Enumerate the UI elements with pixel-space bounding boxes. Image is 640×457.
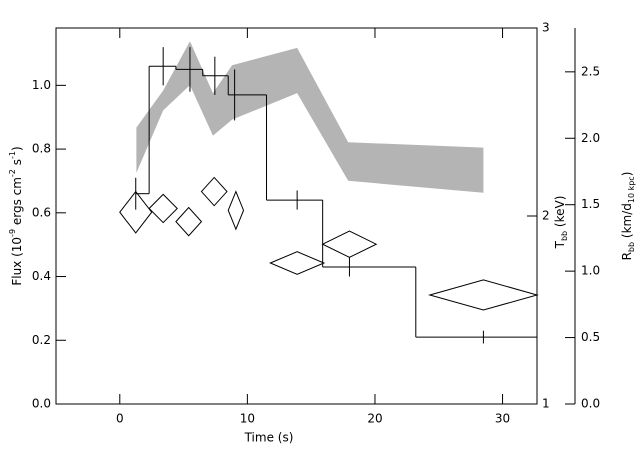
label-part: (keV): [553, 196, 567, 231]
temperature-diamond: [148, 193, 178, 224]
label-part: ): [620, 172, 634, 177]
temperature-diamond: [227, 190, 245, 231]
temperature-diamond: [427, 279, 539, 311]
y-tick-label: 0.8: [32, 142, 51, 156]
temperature-diamond: [119, 190, 153, 234]
x-tick-label: 20: [367, 412, 382, 426]
x-axis-label: Time (s): [244, 431, 294, 445]
x-tick-label: 10: [240, 412, 255, 426]
y2-tick-label: 2: [542, 209, 550, 223]
y-tick-label: 0.2: [32, 333, 51, 347]
y-tick-label: 1.0: [32, 78, 51, 92]
temperature-diamond: [269, 251, 326, 275]
label-part: Flux (10: [10, 237, 24, 286]
y2-tick-label: 1: [542, 397, 550, 411]
label-part: (km/d: [620, 203, 634, 242]
y3-tick-label: 0.0: [581, 397, 600, 411]
label-part: s: [10, 159, 24, 169]
label-part: R: [620, 252, 634, 260]
x-tick-label: 0: [116, 412, 124, 426]
y3-tick-label: 2.0: [581, 131, 600, 145]
y3-tick-label: 1.5: [581, 197, 600, 211]
radius-band: [136, 41, 484, 193]
y-tick-label: 0.6: [32, 205, 51, 219]
y3-tick-label: 0.5: [581, 330, 600, 344]
y3-tick-label: 2.5: [581, 64, 600, 78]
temperature-diamond: [175, 206, 203, 237]
label-part: T: [553, 240, 567, 249]
label-sup: -2: [8, 169, 17, 177]
label-sup: -1: [8, 151, 17, 159]
y3-tick-label: 1.0: [581, 264, 600, 278]
label-part: ): [10, 146, 24, 151]
y-axis-label: Flux (10-9 ergs cm-2 s-1): [8, 146, 24, 285]
y2-axis-label: Tbb (keV): [553, 196, 569, 250]
label-part: ergs cm: [10, 177, 24, 229]
label-sub: 10 kpc: [627, 176, 636, 203]
label-sup: -9: [8, 229, 17, 237]
y3-axis-label: Rbb (km/d10 kpc): [620, 172, 636, 261]
label-sub: bb: [560, 231, 569, 241]
y-tick-label: 0.0: [32, 397, 51, 411]
temperature-diamond: [321, 230, 378, 258]
temperature-diamond: [200, 176, 228, 207]
y-tick-label: 0.4: [32, 269, 51, 283]
label-sub: bb: [627, 242, 636, 252]
y2-tick-label: 3: [542, 21, 550, 35]
x-tick-label: 30: [495, 412, 510, 426]
